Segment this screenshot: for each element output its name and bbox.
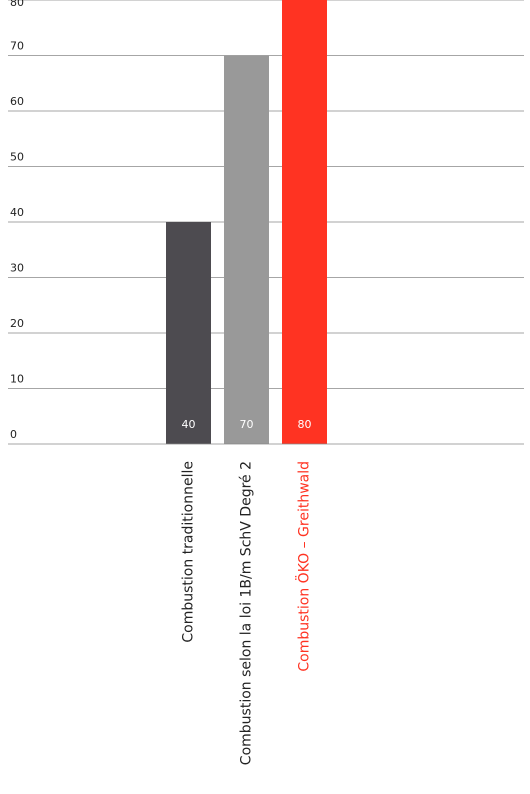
y-tick-label-70: 70 — [10, 40, 24, 53]
y-tick-label-30: 30 — [10, 262, 24, 275]
category-label-2: Combustion selon la loi 1B/m SchV Degré … — [239, 461, 255, 765]
y-tick-label-60: 60 — [10, 95, 24, 108]
bar-1 — [166, 222, 211, 444]
y-tick-label-0: 0 — [10, 428, 17, 441]
category-label-1: Combustion traditionnelle — [181, 461, 197, 643]
y-tick-label-20: 20 — [10, 317, 24, 330]
bar-3 — [282, 0, 327, 444]
category-label-3: Combustion ÖKO – Greithwald — [295, 461, 313, 672]
y-tick-label-10: 10 — [10, 373, 24, 386]
value-label-3: 80 — [298, 418, 312, 431]
y-tick-label-40: 40 — [10, 206, 24, 219]
bar-2 — [224, 55, 269, 444]
y-tick-label-50: 50 — [10, 151, 24, 164]
y-tick-label-80: 80 — [10, 0, 24, 9]
value-label-1: 40 — [182, 418, 196, 431]
value-label-2: 70 — [240, 418, 254, 431]
